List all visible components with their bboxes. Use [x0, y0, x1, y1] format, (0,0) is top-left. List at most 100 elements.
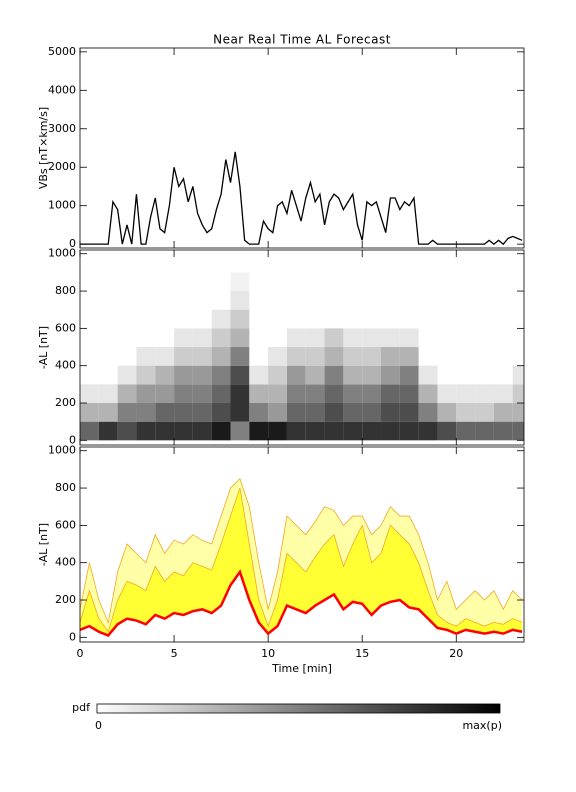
pdf-cell — [362, 328, 382, 348]
pdf-cell — [117, 421, 137, 441]
pdf-cell — [305, 347, 325, 366]
y-tick-label: 0 — [69, 433, 76, 446]
x-tick-label: 20 — [449, 647, 463, 660]
pdf-cell — [286, 421, 306, 441]
pdf-cell — [155, 365, 175, 385]
pdf-cell — [324, 347, 344, 366]
y-tick-label: 200 — [55, 593, 76, 606]
pdf-cell — [230, 384, 250, 404]
pdf-cell — [268, 365, 287, 385]
quantile-line — [80, 477, 523, 624]
pdf-cell — [324, 384, 344, 404]
pdf-cell — [381, 328, 400, 348]
y-tick-label: 5000 — [48, 45, 76, 58]
y-tick-label: 600 — [55, 321, 76, 334]
pdf-cell — [343, 421, 363, 441]
pdf-cell — [343, 403, 363, 422]
pdf-cell — [249, 421, 269, 441]
pdf-cell — [324, 421, 344, 441]
pdf-cell — [343, 347, 363, 366]
pdf-cell — [136, 347, 156, 366]
pdf-cell — [418, 421, 438, 441]
pdf-cell — [230, 291, 250, 310]
chart-title: Near Real Time AL Forecast — [213, 33, 391, 47]
pdf-cell — [230, 403, 250, 422]
pdf-cell — [192, 403, 212, 422]
quantile-line — [80, 569, 523, 637]
pdf-cell — [305, 403, 325, 422]
pdf-cell — [155, 384, 175, 404]
pdf-cell — [381, 403, 400, 422]
x-tick-label: 15 — [355, 647, 369, 660]
pdf-cell — [512, 384, 524, 404]
x-tick-label: 10 — [261, 647, 275, 660]
pdf-cell — [286, 347, 306, 366]
pdf-cell — [381, 384, 400, 404]
pdf-cell — [80, 384, 99, 404]
pdf-cell — [98, 421, 118, 441]
pdf-cell — [381, 365, 400, 385]
pdf-cell — [437, 384, 457, 404]
pdf-cell — [117, 384, 137, 404]
y-axis-label: VBs [nT×km/s] — [37, 107, 50, 189]
quantile-line — [80, 487, 523, 633]
pdf-cell — [98, 403, 118, 422]
pdf-cell — [475, 421, 494, 441]
pdf-cell — [362, 365, 382, 385]
pdf-cell — [230, 309, 250, 329]
pdf-cell — [512, 421, 524, 441]
pdf-cell — [512, 365, 524, 385]
pdf-cell — [418, 384, 438, 404]
pdf-cell — [268, 421, 287, 441]
y-tick-label: 1000 — [48, 199, 76, 212]
pdf-cell — [155, 421, 175, 441]
pdf-cell — [98, 384, 118, 404]
pdf-cell — [324, 365, 344, 385]
pdf-cell — [437, 403, 457, 422]
pdf-cell — [249, 384, 269, 404]
pdf-cell — [399, 384, 419, 404]
pdf-cell — [456, 384, 476, 404]
pdf-cell — [155, 347, 175, 366]
y-tick-label: 600 — [55, 518, 76, 531]
pdf-cell — [305, 365, 325, 385]
y-tick-label: 1000 — [48, 247, 76, 260]
pdf-cell — [493, 421, 513, 441]
pdf-cell — [174, 365, 193, 385]
pdf-cell — [456, 421, 476, 441]
y-tick-label: 1000 — [48, 444, 76, 457]
pdf-cell — [80, 403, 99, 422]
pdf-cell — [399, 421, 419, 441]
pdf-cell — [305, 421, 325, 441]
pdf-cell — [324, 328, 344, 348]
pdf-cell — [437, 421, 457, 441]
y-axis-label: -AL [nT] — [37, 523, 50, 566]
pdf-cell — [286, 384, 306, 404]
y-tick-label: 800 — [55, 481, 76, 494]
y-tick-label: 0 — [69, 630, 76, 643]
pdf-cell — [399, 403, 419, 422]
pdf-cell — [174, 347, 193, 366]
pdf-cell — [362, 421, 382, 441]
pdf-cell — [475, 384, 494, 404]
pdf-cell — [230, 421, 250, 441]
pdf-cell — [136, 403, 156, 422]
pdf-cell — [174, 384, 193, 404]
band-fill — [80, 488, 523, 636]
pdf-cell — [362, 384, 382, 404]
pdf-cell — [512, 403, 524, 422]
pdf-cell — [362, 403, 382, 422]
pdf-cell — [192, 365, 212, 385]
pdf-cell — [192, 347, 212, 366]
pdf-cell — [343, 365, 363, 385]
pdf-cell — [418, 365, 438, 385]
pdf-cell — [192, 384, 212, 404]
pdf-cell — [249, 403, 269, 422]
pdf-cell — [305, 328, 325, 348]
x-tick-label: 5 — [171, 647, 178, 660]
pdf-cell — [117, 365, 137, 385]
pdf-cell — [174, 328, 193, 348]
pdf-cell — [211, 309, 231, 329]
pdf-cell — [268, 347, 287, 366]
